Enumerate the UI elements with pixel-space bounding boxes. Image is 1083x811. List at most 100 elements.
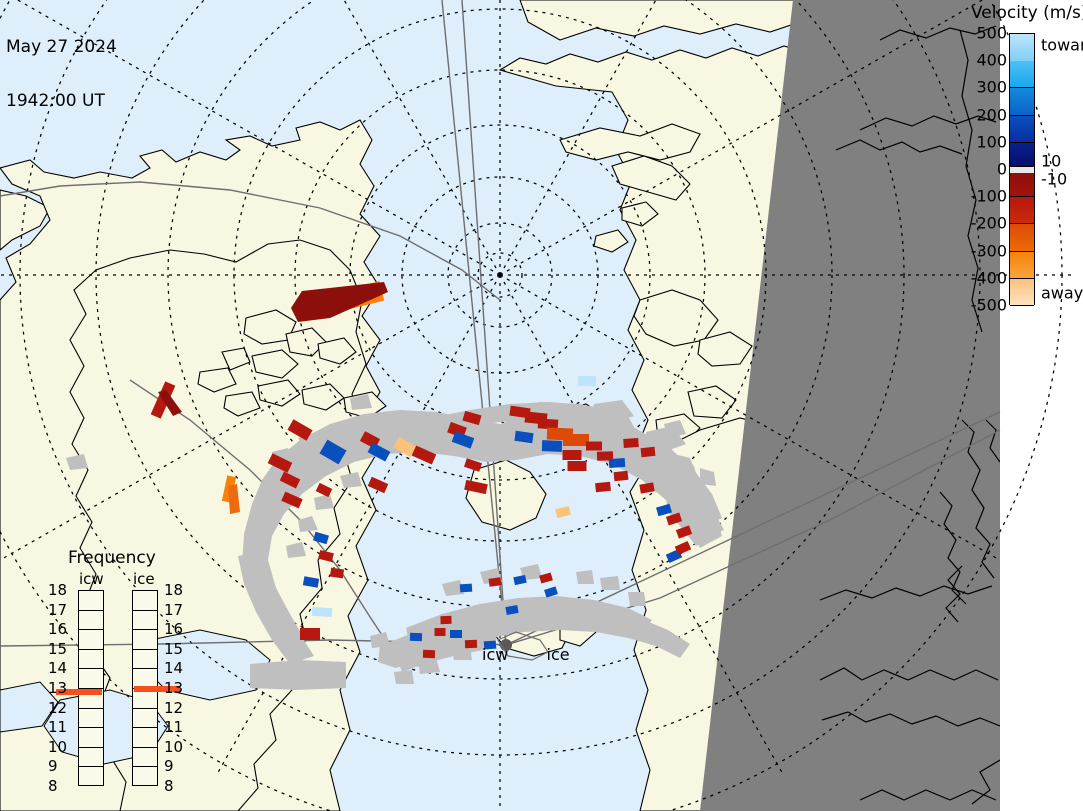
frequency-tick-label: 15: [48, 639, 68, 658]
colorbar-tick: -400: [970, 268, 1007, 288]
night-coastlines: [819, 25, 1000, 805]
frequency-marker-icw: [56, 688, 102, 695]
colorbar-tick: 100: [976, 132, 1007, 152]
velocity-cell: [563, 434, 589, 446]
frequency-tick-label: 9: [164, 757, 174, 776]
frequency-tick-segment: [133, 650, 157, 670]
velocity-cell: [313, 531, 329, 545]
frequency-tick-label: 16: [48, 620, 68, 639]
colorbar-tick: 400: [976, 50, 1007, 70]
velocity-cell: [318, 549, 334, 563]
velocity-cell: [267, 453, 293, 473]
colorbar-tick: -100: [970, 186, 1007, 206]
echo-streak-red: [158, 390, 182, 416]
frequency-tick-label: 12: [48, 698, 68, 717]
velocity-cell: [639, 482, 655, 494]
velocity-cell: [311, 606, 333, 618]
frequency-column-label-icw: icw: [79, 570, 104, 588]
velocity-cell: [464, 639, 478, 649]
frequency-tick-label: 17: [164, 600, 184, 619]
colorbar-tick: 0: [996, 159, 1007, 179]
frequency-tick-segment: [133, 728, 157, 748]
colorbar-tick: -300: [970, 241, 1007, 261]
velocity-cell: [450, 630, 462, 638]
frequency-title: Frequency: [68, 548, 156, 568]
velocity-cell: [367, 442, 391, 462]
velocity-cell: [464, 458, 482, 472]
velocity-cell: [656, 503, 672, 517]
velocity-cell: [329, 567, 345, 579]
colorbar-band: [1010, 251, 1034, 279]
time-label: 1942:00 UT: [6, 91, 105, 111]
frequency-tick-segment: [79, 591, 103, 611]
velocity-cell: [577, 375, 597, 387]
timestamp-block: May 27 2024 1942:00 UT: [6, 2, 117, 146]
velocity-cell: [562, 450, 582, 460]
velocity-cell: [287, 419, 313, 441]
velocity-cell: [608, 457, 626, 469]
frequency-tick-label: 16: [164, 620, 184, 639]
frequency-tick-segment: [79, 728, 103, 748]
site-label-ice: ice: [546, 645, 570, 664]
frequency-tick-segment: [133, 767, 157, 787]
velocity-cell: [319, 439, 347, 465]
frequency-tick-label: 13: [164, 679, 184, 697]
frequency-tick-segment: [133, 689, 157, 709]
frequency-tick-segment: [79, 630, 103, 650]
velocity-cell: [367, 476, 389, 494]
velocity-cell: [613, 470, 629, 482]
colorbar-away-label: away: [1041, 283, 1083, 303]
frequency-legend-panel: Frequency icw ice 18 18 17 17 16 16 15 15 14 14 13 13…: [48, 548, 192, 795]
velocity-cell: [434, 628, 446, 636]
velocity-cell: [541, 440, 563, 452]
frequency-tick-label: 9: [48, 757, 58, 776]
colorbar-band: [1010, 142, 1034, 168]
frequency-tick-segment: [133, 611, 157, 631]
velocity-cell: [483, 640, 497, 650]
velocity-cell: [505, 605, 519, 615]
frequency-tick-label: 14: [164, 659, 184, 678]
colorbar-tick: -200: [970, 213, 1007, 233]
velocity-cell: [539, 572, 553, 584]
colorbar-band: [1010, 88, 1034, 116]
frequency-tick-label: 11: [48, 718, 68, 737]
frequency-tick-segment: [133, 591, 157, 611]
frequency-tick-segment: [79, 669, 103, 689]
colorbar-band: [1010, 197, 1034, 225]
echo-large-red: [291, 282, 388, 322]
frequency-column-label-ice: ice: [133, 570, 155, 588]
velocity-cell: [595, 481, 611, 493]
velocity-cell: [464, 479, 488, 495]
frequency-tick-label: 17: [48, 600, 68, 619]
frequency-tick-label: 8: [164, 777, 174, 795]
colorbar-neg-threshold: -10: [1041, 169, 1068, 189]
velocity-cell: [675, 525, 693, 539]
velocity-cell: [488, 577, 502, 587]
velocity-cell: [665, 512, 683, 526]
isolated-echo-group: [158, 282, 388, 514]
velocity-cell: [300, 628, 320, 640]
frequency-tick-label: 8: [48, 777, 58, 795]
colorbar-band: [1010, 172, 1034, 198]
velocity-cell: [422, 649, 436, 659]
velocity-cell: [596, 451, 614, 461]
colorbar-band: [1010, 167, 1034, 173]
colorbar-band: [1010, 278, 1034, 306]
frequency-tick-label: 18: [48, 581, 68, 599]
colorbar-band: [1010, 34, 1034, 62]
frequency-bar-icw[interactable]: [78, 590, 104, 786]
frequency-tick-segment: [133, 709, 157, 729]
velocity-cell: [393, 436, 417, 458]
colorbar-gradient[interactable]: [1009, 33, 1035, 306]
velocity-cell: [513, 574, 527, 586]
velocity-cell: [567, 461, 587, 471]
velocity-colorbar-panel: Velocity (m/s) 500 400 300 200 100 0 -100 -200 -…: [965, 0, 1083, 330]
frequency-tick-segment: [79, 709, 103, 729]
frequency-tick-label: 12: [164, 698, 184, 717]
colorbar-band: [1010, 115, 1034, 143]
velocity-cell: [459, 583, 473, 593]
frequency-tick-label: 11: [164, 718, 184, 737]
